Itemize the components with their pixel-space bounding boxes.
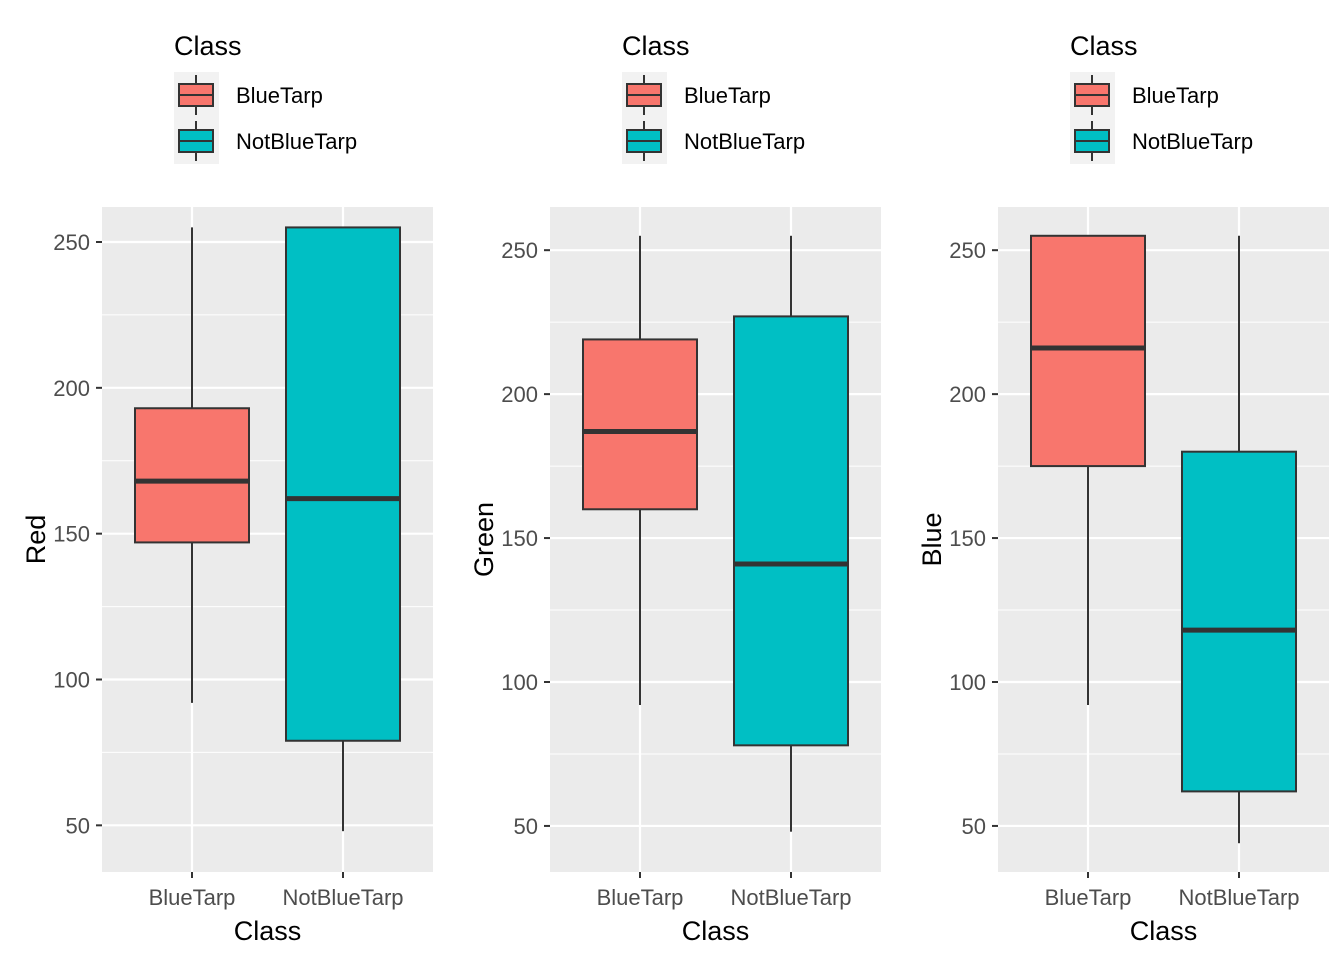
y-tick-label: 50	[66, 813, 90, 838]
legend-label: BlueTarp	[236, 83, 323, 108]
y-tick-label: 200	[53, 376, 90, 401]
y-tick-label: 100	[501, 670, 538, 695]
x-tick-label: BlueTarp	[597, 885, 684, 910]
x-tick-label: NotBlueTarp	[1178, 885, 1299, 910]
legend-label: NotBlueTarp	[684, 129, 805, 154]
y-tick-label: 100	[949, 670, 986, 695]
legend: Class BlueTarp NotBlueTarp	[174, 31, 357, 164]
box-bluetarp	[134, 227, 250, 703]
box-notbluetarp	[733, 235, 849, 832]
y-tick-label: 250	[949, 238, 986, 263]
y-tick-label: 250	[501, 238, 538, 263]
legend: Class BlueTarp NotBlueTarp	[1070, 31, 1253, 164]
y-tick-label: 200	[501, 382, 538, 407]
x-tick-label: NotBlueTarp	[730, 885, 851, 910]
legend-label: NotBlueTarp	[236, 129, 357, 154]
legend-title: Class	[1070, 31, 1138, 61]
box-body	[1181, 450, 1297, 793]
legend: Class BlueTarp NotBlueTarp	[622, 31, 805, 164]
x-tick-label: NotBlueTarp	[282, 885, 403, 910]
y-tick-label: 250	[53, 230, 90, 255]
y-axis-title: Red	[21, 515, 51, 565]
box-body	[582, 338, 698, 511]
legend-label: BlueTarp	[1132, 83, 1219, 108]
x-axis-title: Class	[682, 916, 750, 946]
y-tick-label: 150	[949, 526, 986, 551]
panel-red: 50 100 150 200 250 BlueTarp NotBlueTarp Class Re…	[21, 31, 433, 946]
box-notbluetarp	[285, 226, 401, 832]
y-tick-label: 50	[962, 814, 986, 839]
legend-label: NotBlueTarp	[1132, 129, 1253, 154]
y-tick-label: 150	[53, 522, 90, 547]
panel-blue: 50 100 150 200 250 BlueTarp NotBlueTarp Class Bl…	[917, 31, 1329, 946]
legend-title: Class	[174, 31, 242, 61]
box-bluetarp	[1030, 234, 1146, 706]
panel-green: 50 100 150 200 250 BlueTarp NotBlueTarp Class Gr…	[469, 31, 881, 946]
y-tick-label: 150	[501, 526, 538, 551]
x-axis-title: Class	[234, 916, 302, 946]
x-tick-label: BlueTarp	[149, 885, 236, 910]
x-axis-title: Class	[1130, 916, 1198, 946]
legend-title: Class	[622, 31, 690, 61]
y-axis-title: Blue	[917, 512, 947, 566]
box-body	[733, 315, 849, 747]
y-axis-title: Green	[469, 502, 499, 577]
legend-label: BlueTarp	[684, 83, 771, 108]
box-body	[285, 226, 401, 742]
box-body	[134, 407, 250, 544]
box-bluetarp	[582, 235, 698, 706]
x-tick-label: BlueTarp	[1045, 885, 1132, 910]
box-body	[1030, 234, 1146, 468]
y-tick-label: 200	[949, 382, 986, 407]
box-notbluetarp	[1181, 235, 1297, 844]
y-tick-label: 100	[53, 668, 90, 693]
y-tick-label: 50	[514, 814, 538, 839]
